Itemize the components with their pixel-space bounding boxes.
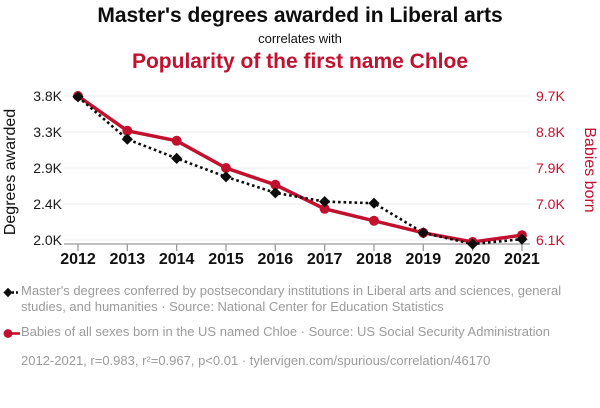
- degrees-marker: [121, 133, 133, 145]
- babies-marker: [122, 125, 133, 136]
- babies-marker: [319, 203, 330, 214]
- left-axis-tick-label: 2.4K: [33, 196, 62, 212]
- right-axis-tick-label: 7.9K: [536, 160, 565, 176]
- left-axis-tick-label: 3.8K: [33, 88, 62, 104]
- x-axis-year-label: 2020: [455, 251, 491, 268]
- degrees-marker: [417, 227, 429, 239]
- left-axis-title: Degrees awarded: [2, 109, 19, 235]
- x-axis-year-label: 2016: [258, 251, 294, 268]
- chart-title-secondary: Popularity of the first name Chloe: [131, 50, 469, 73]
- x-axis-year-label: 2018: [356, 251, 392, 268]
- left-axis-tick-label: 2.9K: [33, 160, 62, 176]
- babies-marker: [270, 179, 281, 190]
- chart-subtitle: correlates with: [258, 31, 342, 46]
- x-axis-year-label: 2019: [406, 251, 442, 268]
- legend: Master's degrees conferred by postsecond…: [3, 283, 583, 368]
- babies-line: [76, 94, 523, 244]
- stats-line: 2012-2021, r=0.983, r²=0.967, p<0.01 · t…: [21, 352, 491, 368]
- degrees-marker: [269, 187, 281, 199]
- legend-item-degrees: Master's degrees conferred by postsecond…: [3, 283, 583, 314]
- right-axis-tick-label: 6.1K: [536, 232, 565, 248]
- degrees-marker: [319, 196, 331, 208]
- legend-label-babies: Babies of all sexes born in the US named…: [21, 324, 550, 339]
- legend-label-degrees: Master's degrees conferred by postsecond…: [21, 283, 562, 314]
- right-axis-tick-label: 7.0K: [536, 196, 565, 212]
- left-axis-tick-label: 2.0K: [33, 232, 62, 248]
- degrees-marker: [516, 233, 528, 245]
- circle-solid-line-icon: [3, 324, 21, 344]
- x-axis-year-label: 2017: [307, 251, 343, 268]
- x-axis-year-label: 2013: [110, 251, 146, 268]
- degrees-marker: [368, 197, 380, 209]
- degrees-marker: [72, 91, 84, 103]
- right-axis-tick-label: 9.7K: [536, 88, 565, 104]
- x-axis-year-label: 2014: [159, 251, 195, 268]
- chart-title-primary: Master's degrees awarded in Liberal arts: [97, 4, 503, 27]
- legend-item-babies: Babies of all sexes born in the US named…: [3, 324, 583, 344]
- left-axis-tick-label: 3.3K: [33, 124, 62, 140]
- degrees-line: [77, 95, 523, 246]
- babies-marker: [368, 215, 379, 226]
- x-axis-year-label: 2015: [208, 251, 244, 268]
- degrees-marker: [220, 171, 232, 183]
- title-block: Master's degrees awarded in Liberal arts…: [0, 0, 600, 74]
- right-axis-tick-label: 8.8K: [536, 124, 565, 140]
- degrees-marker: [467, 238, 479, 250]
- chart-svg: 2012 2013 2014 2015 2016 2017 2018 2019 2020 2021…: [2, 88, 598, 268]
- diamond-dotted-line-icon: [3, 283, 21, 314]
- degrees-marker: [171, 152, 183, 164]
- babies-marker: [220, 163, 231, 173]
- x-axis-year-label: 2012: [60, 251, 96, 268]
- x-axis-year-label: 2021: [504, 251, 540, 268]
- right-axis-title: Babies born: [581, 127, 598, 212]
- babies-marker: [171, 135, 182, 146]
